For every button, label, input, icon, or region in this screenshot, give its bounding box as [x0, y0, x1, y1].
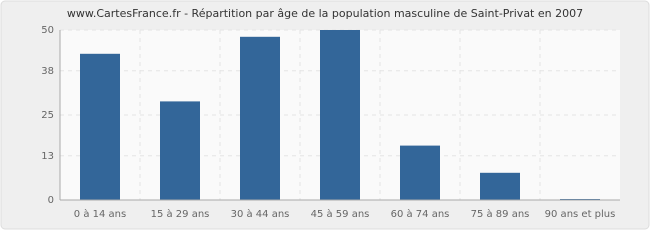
bar	[240, 36, 280, 200]
bar	[80, 53, 120, 200]
bar	[400, 145, 440, 200]
x-tick-label: 75 à 89 ans	[471, 208, 530, 220]
bar	[480, 172, 520, 200]
y-tick-label: 25	[41, 110, 54, 121]
y-tick-label: 38	[41, 66, 54, 77]
x-tick-label: 30 à 44 ans	[231, 208, 290, 220]
bar	[160, 101, 200, 200]
y-tick-label: 0	[48, 195, 54, 206]
y-tick-label: 50	[41, 25, 54, 36]
x-tick-label: 45 à 59 ans	[311, 208, 370, 220]
chart-title: www.CartesFrance.fr - Répartition par âg…	[67, 7, 583, 20]
y-tick-label: 13	[41, 151, 54, 162]
x-tick-label: 90 ans et plus	[545, 209, 616, 220]
chart: www.CartesFrance.fr - Répartition par âg…	[0, 0, 650, 230]
x-tick-label: 60 à 74 ans	[391, 208, 450, 220]
x-tick-label: 15 à 29 ans	[151, 208, 210, 220]
x-tick-label: 0 à 14 ans	[74, 208, 126, 220]
bar	[320, 30, 360, 200]
